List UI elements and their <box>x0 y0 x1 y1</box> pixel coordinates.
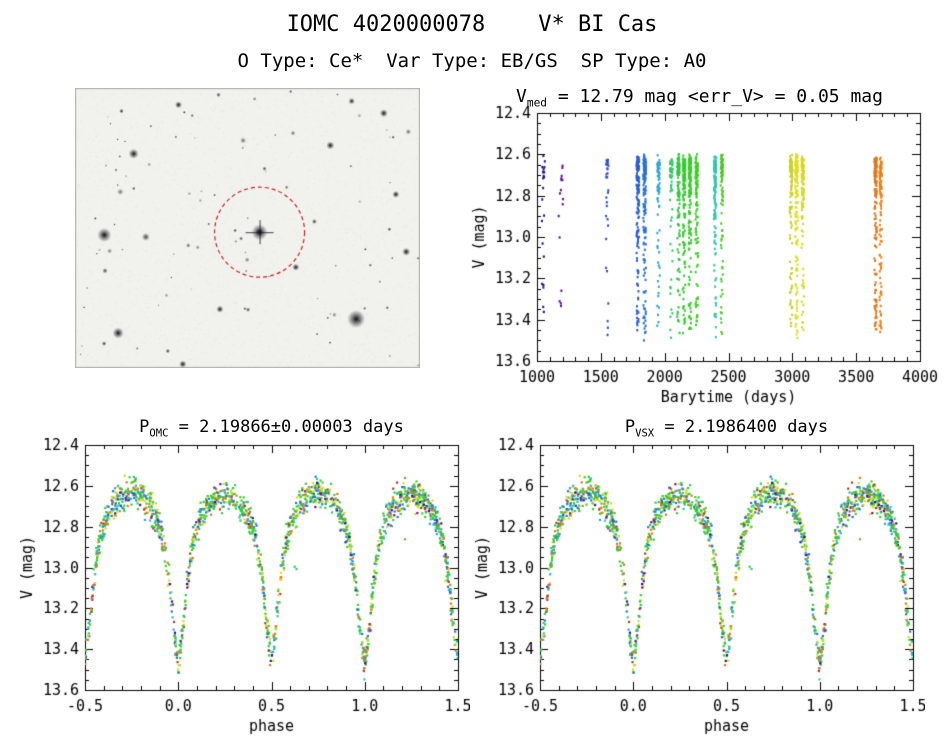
phase-vsx-plot-title: PVSX = 2.1986400 days <box>540 417 913 439</box>
phase-vsx-title-prefix: P <box>624 417 636 437</box>
phase-omc-plot <box>10 437 470 747</box>
phase-omc-plot-title: POMC = 2.19866±0.00003 days <box>85 417 458 439</box>
phase-omc-title-sub: OMC <box>149 427 169 440</box>
phase-vsx-title-rest: = 2.1986400 days <box>654 417 829 437</box>
phase-omc-title-prefix: P <box>139 417 150 437</box>
phase-vsx-plot <box>465 437 925 747</box>
finder-chart-image <box>75 88 420 368</box>
phase-omc-title-rest: = 2.19866±0.00003 days <box>168 417 404 437</box>
timeseries-plot <box>455 95 944 410</box>
page-title: IOMC 4020000078 V* BI Cas <box>286 12 658 37</box>
phase-vsx-title-sub: VSX <box>635 427 655 440</box>
page-subtitle: O Type: Ce* Var Type: EB/GS SP Type: A0 <box>237 50 707 72</box>
